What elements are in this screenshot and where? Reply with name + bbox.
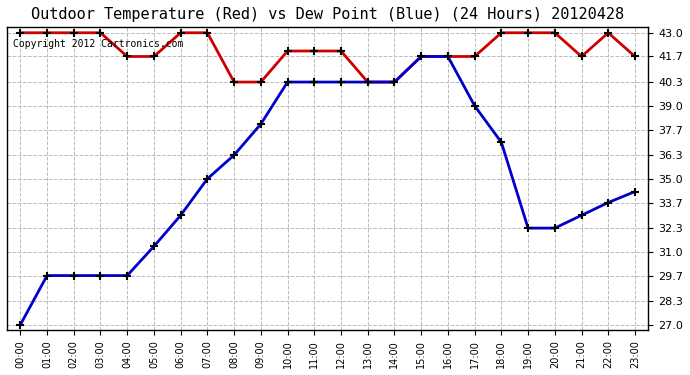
Title: Outdoor Temperature (Red) vs Dew Point (Blue) (24 Hours) 20120428: Outdoor Temperature (Red) vs Dew Point (… <box>31 7 624 22</box>
Text: Copyright 2012 Cartronics.com: Copyright 2012 Cartronics.com <box>13 39 184 50</box>
